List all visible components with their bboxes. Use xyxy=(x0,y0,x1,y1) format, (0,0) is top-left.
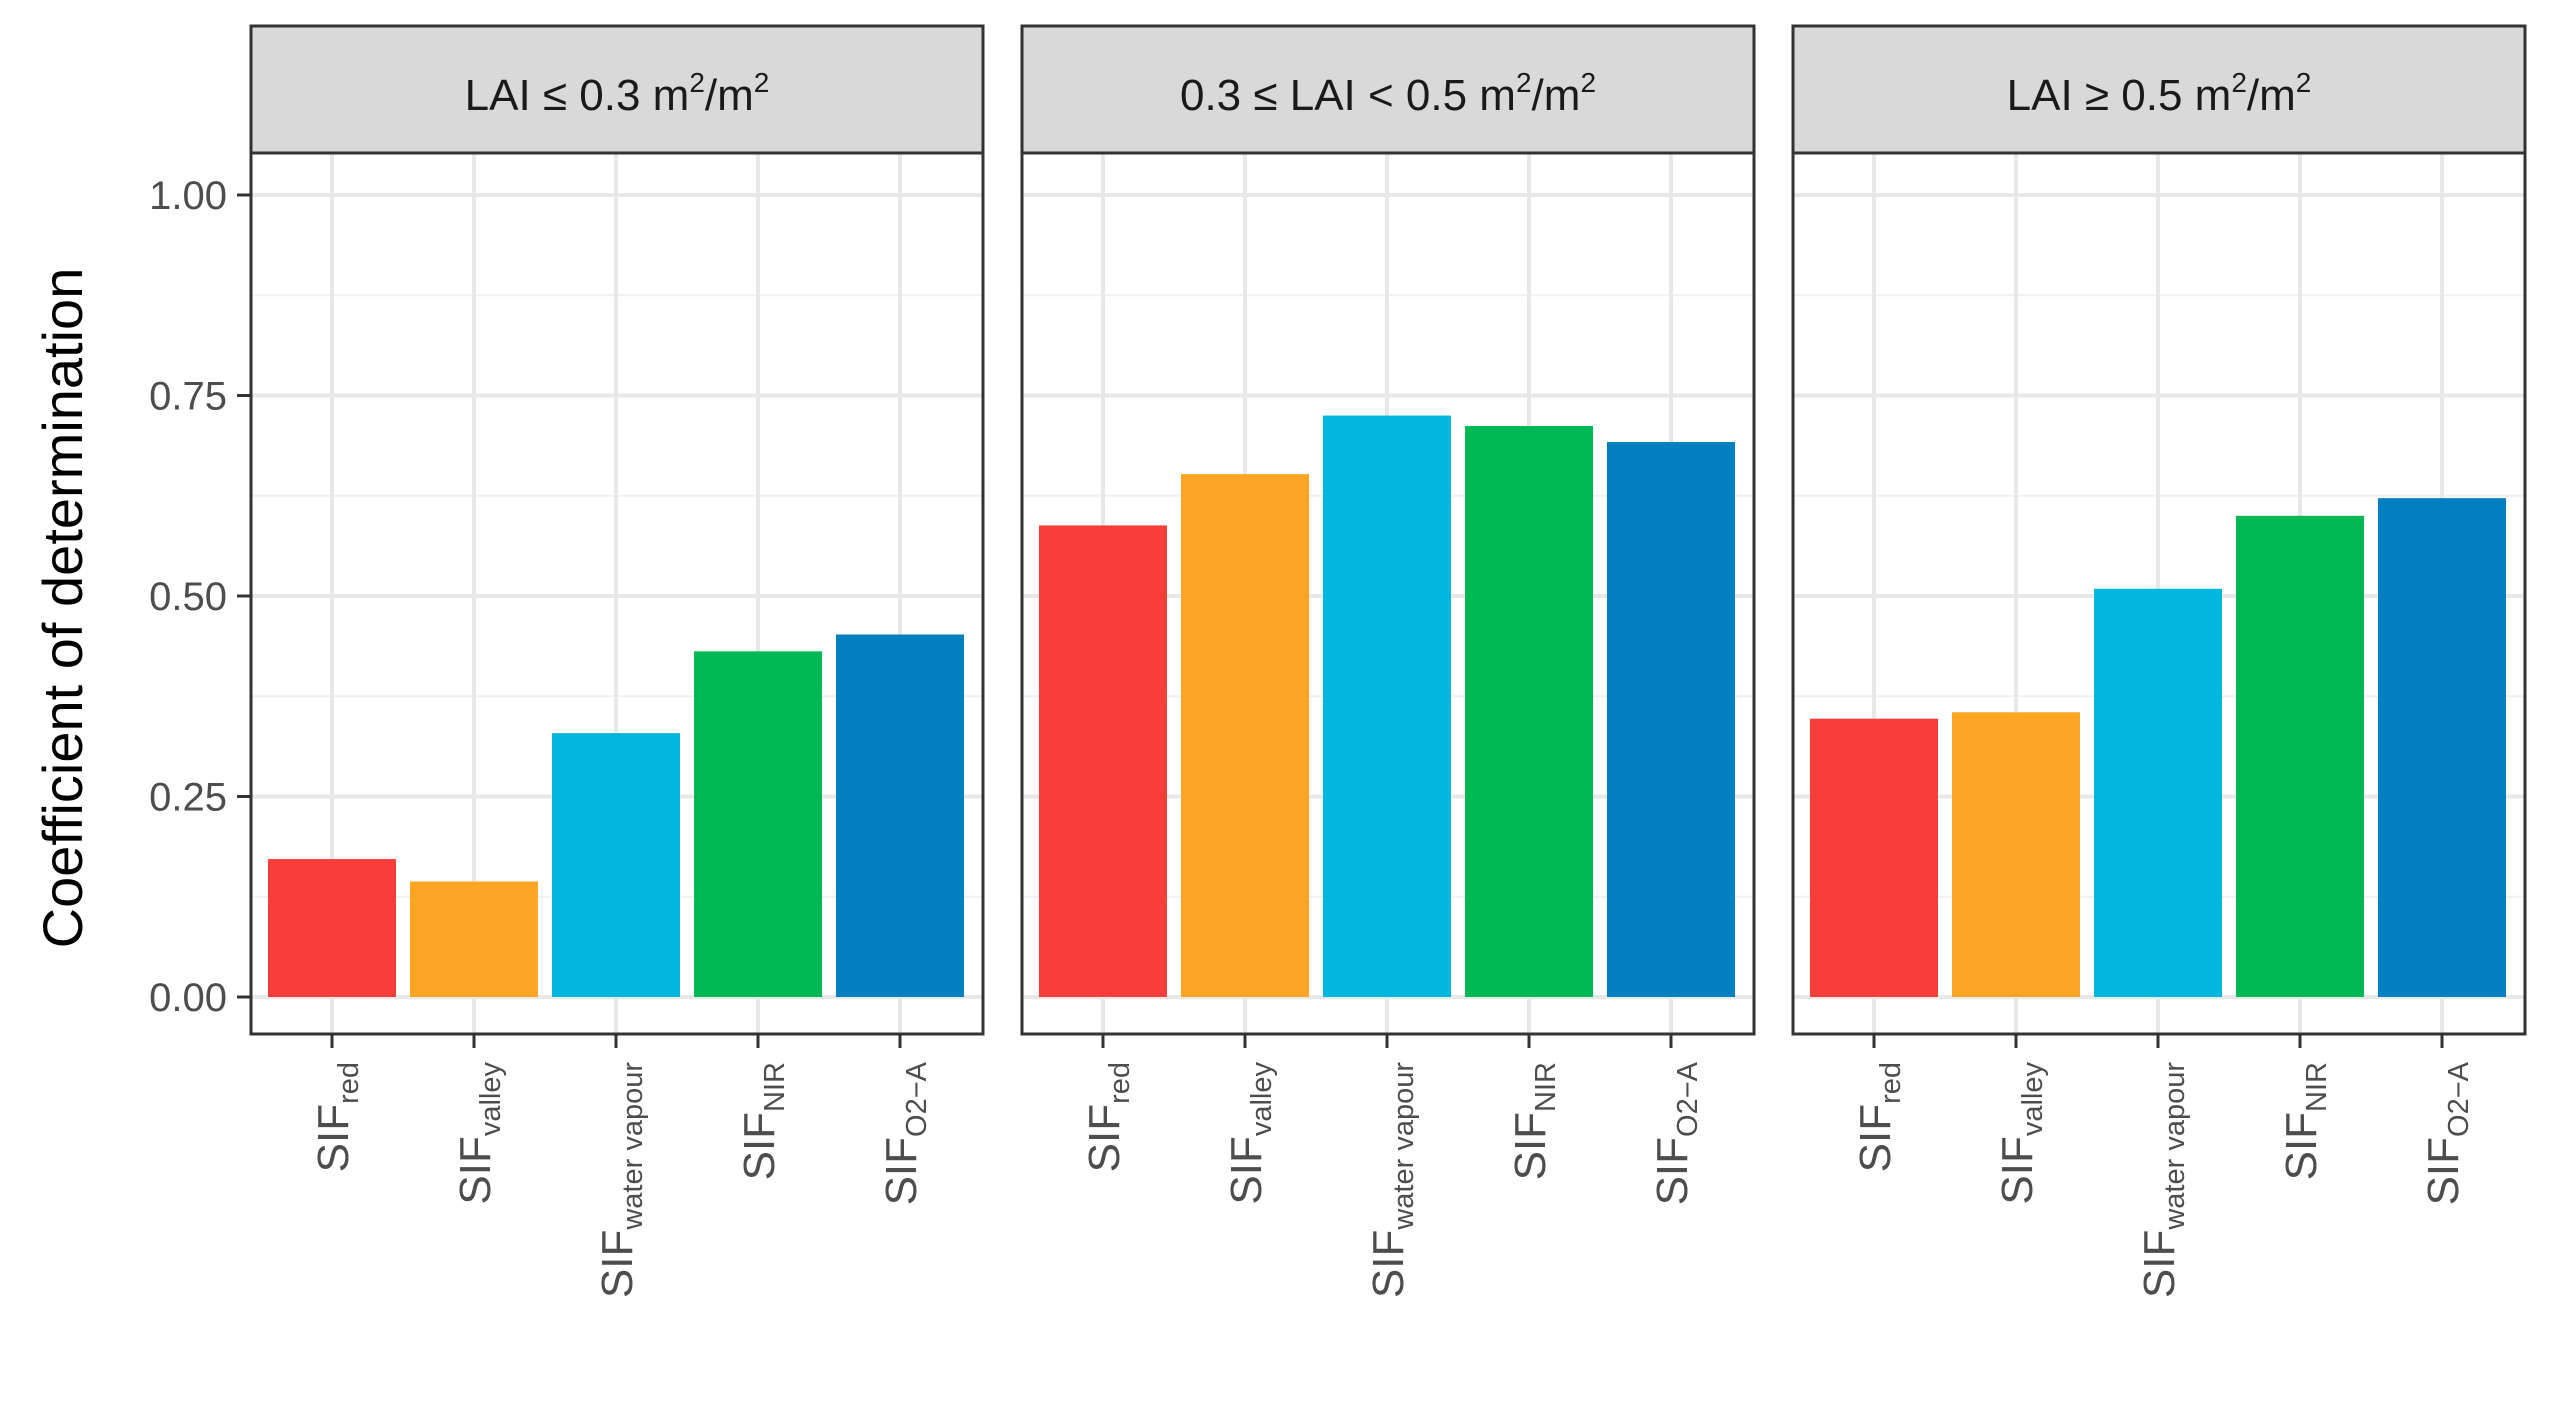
bar-panel1-1 xyxy=(268,859,396,997)
x-tick-label-4: SIFNIR xyxy=(2277,1062,2333,1180)
bar-panel1-5 xyxy=(836,634,964,997)
bar-panel3-3 xyxy=(2094,588,2222,997)
panel-strip-label: LAI ≤ 0.3 m2/m2 xyxy=(465,67,770,120)
y-tick-label-3: 0.75 xyxy=(149,375,227,419)
bar-panel3-5 xyxy=(2378,498,2506,997)
x-tick-label-2: SIFvalley xyxy=(1222,1062,1278,1205)
x-tick-label-1: SIFred xyxy=(309,1062,365,1172)
x-tick-label-3: SIFwater vapour xyxy=(1364,1062,1420,1298)
bar-panel3-4 xyxy=(2236,515,2364,997)
bar-panel3-2 xyxy=(1952,712,2080,997)
bar-panel2-2 xyxy=(1181,474,1309,997)
bar-panel2-5 xyxy=(1607,442,1735,997)
bar-panel1-3 xyxy=(552,733,680,997)
bar-panel2-1 xyxy=(1039,525,1167,997)
y-tick-label-2: 0.50 xyxy=(149,575,227,619)
x-tick-label-5: SIFO2−A xyxy=(1648,1061,1704,1205)
x-tick-label-1: SIFred xyxy=(1080,1062,1136,1172)
panel-1: LAI ≤ 0.3 m2/m2 SIFred SIFvalley SIFwater v… xyxy=(249,24,985,1298)
panel-strip xyxy=(1020,24,1756,155)
bar-panel2-3 xyxy=(1323,415,1451,997)
x-tick-label-5: SIFO2−A xyxy=(2419,1061,2475,1205)
panel-2: 0.3 ≤ LAI < 0.5 m2/m2 SIFred SIFvalley SIFw… xyxy=(1020,24,1756,1298)
y-tick-label-0: 0.00 xyxy=(149,976,227,1020)
x-tick-label-4: SIFNIR xyxy=(1506,1062,1562,1180)
y-axis-title: Coefficient of determination xyxy=(31,268,94,949)
bar-panel1-2 xyxy=(410,881,538,997)
x-tick-label-4: SIFNIR xyxy=(735,1062,791,1180)
x-tick-label-5: SIFO2−A xyxy=(877,1061,933,1205)
y-tick-label-1: 0.25 xyxy=(149,776,227,820)
panel-strip-label: LAI ≥ 0.5 m2/m2 xyxy=(2007,67,2312,120)
bar-panel3-1 xyxy=(1810,718,1938,997)
x-tick-label-1: SIFred xyxy=(1851,1062,1907,1172)
panel-strip xyxy=(1791,24,2527,155)
panel-3: LAI ≥ 0.5 m2/m2 SIFred SIFvalley SIFwater v… xyxy=(1791,24,2527,1298)
x-tick-label-3: SIFwater vapour xyxy=(593,1062,649,1298)
x-tick-label-2: SIFvalley xyxy=(1993,1062,2049,1205)
x-tick-label-3: SIFwater vapour xyxy=(2135,1062,2191,1298)
x-tick-label-2: SIFvalley xyxy=(451,1062,507,1205)
bar-panel2-4 xyxy=(1465,425,1593,997)
panel-strip xyxy=(249,24,985,155)
bar-panel1-4 xyxy=(694,651,822,997)
panel-strip-label: 0.3 ≤ LAI < 0.5 m2/m2 xyxy=(1180,67,1596,120)
y-tick-label-4: 1.00 xyxy=(149,174,227,218)
panels: 0.00 0.25 0.50 0.75 1.00 LAI ≤ 0.3 m2/m2 SIFre… xyxy=(149,24,2527,1298)
